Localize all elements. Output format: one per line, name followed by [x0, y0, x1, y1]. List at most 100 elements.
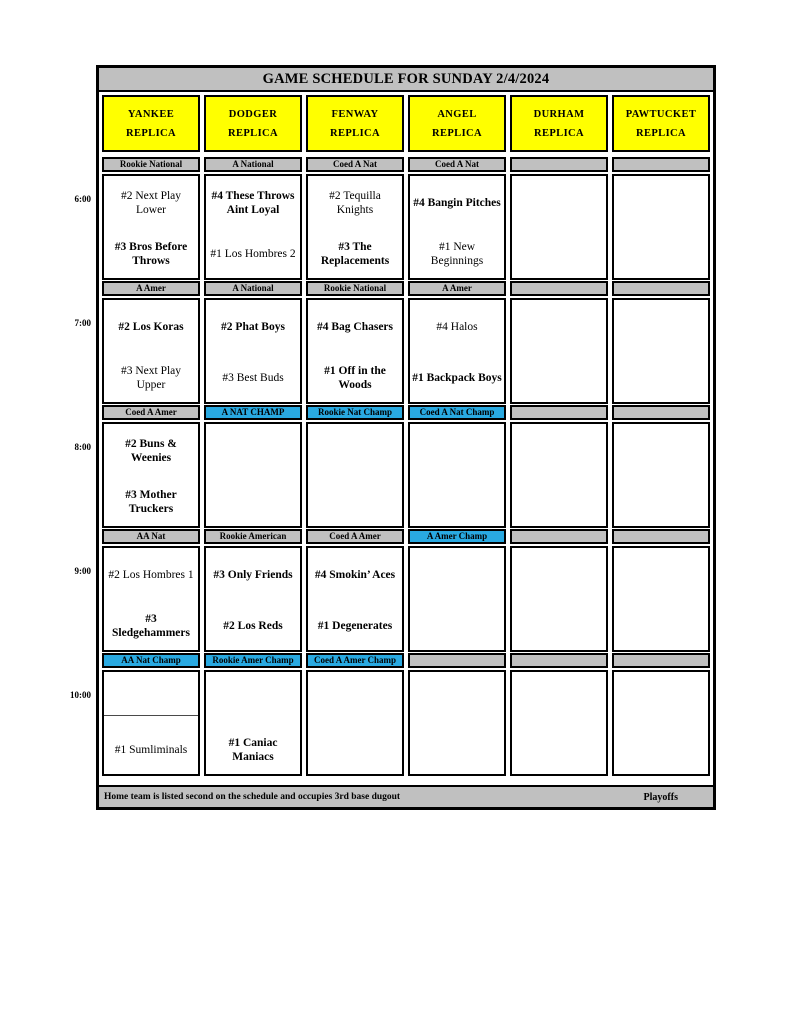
visiting-team [410, 424, 504, 478]
league-label: Coed A Amer [102, 405, 200, 420]
league-label: Rookie National [102, 157, 200, 172]
game-cell [408, 670, 506, 776]
home-team: #1 Off in the Woods [308, 354, 402, 402]
field-name: FENWAY [331, 108, 379, 120]
visiting-team [614, 300, 708, 354]
field-subname: REPLICA [533, 127, 585, 139]
team-name: #2 Next Play Lower [120, 189, 182, 216]
playoffs-label: Playoffs [643, 791, 678, 803]
game-cell: #4 Bangin Pitches #1 New Beginnings [408, 174, 506, 280]
field-header-pawtucket: PAWTUCKET REPLICA [612, 95, 710, 152]
team-name: #1 Off in the Woods [324, 364, 386, 391]
league-label: Coed A Amer [306, 529, 404, 544]
league-label [408, 653, 506, 668]
game-cell [510, 670, 608, 776]
league-label: Coed A Nat [408, 157, 506, 172]
game-row: #2 Next Play Lower #3 Bros Before Throws #… [99, 174, 713, 280]
game-cell: #2 Tequilla Knights #3 The Replacements [306, 174, 404, 280]
game-cell [510, 422, 608, 528]
home-team: #3 The Replacements [308, 230, 402, 278]
field-header-durham: DURHAM REPLICA [510, 95, 608, 152]
home-team: #1 New Beginnings [410, 230, 504, 278]
game-cell [510, 174, 608, 280]
league-label: Rookie Nat Champ [306, 405, 404, 420]
home-team [614, 354, 708, 402]
league-label [612, 653, 710, 668]
team-name: #1 New Beginnings [430, 240, 484, 267]
field-subname: REPLICA [431, 127, 483, 139]
league-label: A Amer Champ [408, 529, 506, 544]
home-team: #3 Next Play Upper [104, 354, 198, 402]
game-cell [408, 546, 506, 652]
home-team [410, 602, 504, 650]
game-cell [612, 422, 710, 528]
league-label: Coed A Nat [306, 157, 404, 172]
home-team: #3 Best Buds [206, 354, 300, 402]
field-subname: REPLICA [227, 127, 279, 139]
home-team: #1 Sumliminals [104, 726, 198, 774]
visiting-team: #4 Smokin’ Aces [308, 548, 402, 602]
home-team [410, 478, 504, 526]
league-label: AA Nat Champ [102, 653, 200, 668]
league-label: AA Nat [102, 529, 200, 544]
home-team [614, 230, 708, 278]
team-name: #1 Los Hombres 2 [210, 247, 296, 260]
time-label: 10:00 [70, 690, 91, 700]
visiting-team: #4 Bag Chasers [308, 300, 402, 354]
game-cell [612, 546, 710, 652]
field-subname: REPLICA [125, 127, 177, 139]
league-label: A Amer [102, 281, 200, 296]
game-cell: #2 Next Play Lower #3 Bros Before Throws [102, 174, 200, 280]
team-name: #2 Phat Boys [221, 320, 285, 333]
home-team [512, 478, 606, 526]
visiting-team: #2 Tequilla Knights [308, 176, 402, 230]
visiting-team [512, 176, 606, 230]
game-row: #1 Sumliminals #1 Caniac Maniacs [99, 670, 713, 776]
game-cell: #1 Sumliminals [102, 670, 200, 776]
field-name: YANKEE [127, 108, 175, 120]
visiting-team: #2 Phat Boys [206, 300, 300, 354]
game-cell [306, 670, 404, 776]
visiting-team [410, 672, 504, 726]
visiting-team [206, 424, 300, 478]
time-label: 6:00 [74, 194, 92, 204]
game-cell [612, 174, 710, 280]
field-header-fenway: FENWAY REPLICA [306, 95, 404, 152]
league-label: A Amer [408, 281, 506, 296]
game-cell: #2 Phat Boys #3 Best Buds [204, 298, 302, 404]
field-name: DODGER [228, 108, 278, 120]
game-cell [306, 422, 404, 528]
schedule-block-8-00: 8:00 Coed A Amer A NAT CHAMP Rookie Nat Cha… [75, 405, 713, 528]
field-name: ANGEL [437, 108, 477, 120]
league-label-row: AA Nat Champ Rookie Amer Champ Coed A Amer… [99, 653, 713, 668]
home-team-note: Home team is listed second on the schedu… [104, 792, 401, 802]
home-team: #1 Los Hombres 2 [206, 230, 300, 278]
team-name: #4 Smokin’ Aces [314, 568, 396, 581]
team-name: #2 Los Reds [223, 619, 283, 632]
field-name: DURHAM [533, 108, 585, 120]
home-team [614, 478, 708, 526]
team-name: #1 Backpack Boys [412, 371, 502, 384]
time-label: 8:00 [74, 442, 92, 452]
game-cell: #4 These Throws Aint Loyal #1 Los Hombres… [204, 174, 302, 280]
visiting-team: #4 Bangin Pitches [410, 176, 504, 230]
home-team [614, 726, 708, 774]
visiting-team: #4 Halos [410, 300, 504, 354]
game-cell: #2 Buns & Weenies #3 Mother Truckers [102, 422, 200, 528]
home-team: #3 Bros Before Throws [104, 230, 198, 278]
visiting-team [104, 672, 198, 726]
league-label [510, 405, 608, 420]
game-cell [510, 298, 608, 404]
league-label: Rookie National [306, 281, 404, 296]
visiting-team [614, 672, 708, 726]
team-name: #1 Caniac Maniacs [228, 736, 278, 763]
home-team: #3 Sledgehammers [104, 602, 198, 650]
schedule-blocks: 6:00 Rookie National A National Coed A Nat C… [70, 156, 713, 776]
game-cell [612, 670, 710, 776]
cell-divider-line [104, 714, 198, 716]
league-label [612, 281, 710, 296]
visiting-team [512, 672, 606, 726]
schedule-block-9-00: 9:00 AA Nat Rookie American Coed A Amer A Am… [75, 529, 713, 652]
home-team: #1 Caniac Maniacs [206, 726, 300, 774]
team-name: #1 Sumliminals [114, 743, 188, 756]
